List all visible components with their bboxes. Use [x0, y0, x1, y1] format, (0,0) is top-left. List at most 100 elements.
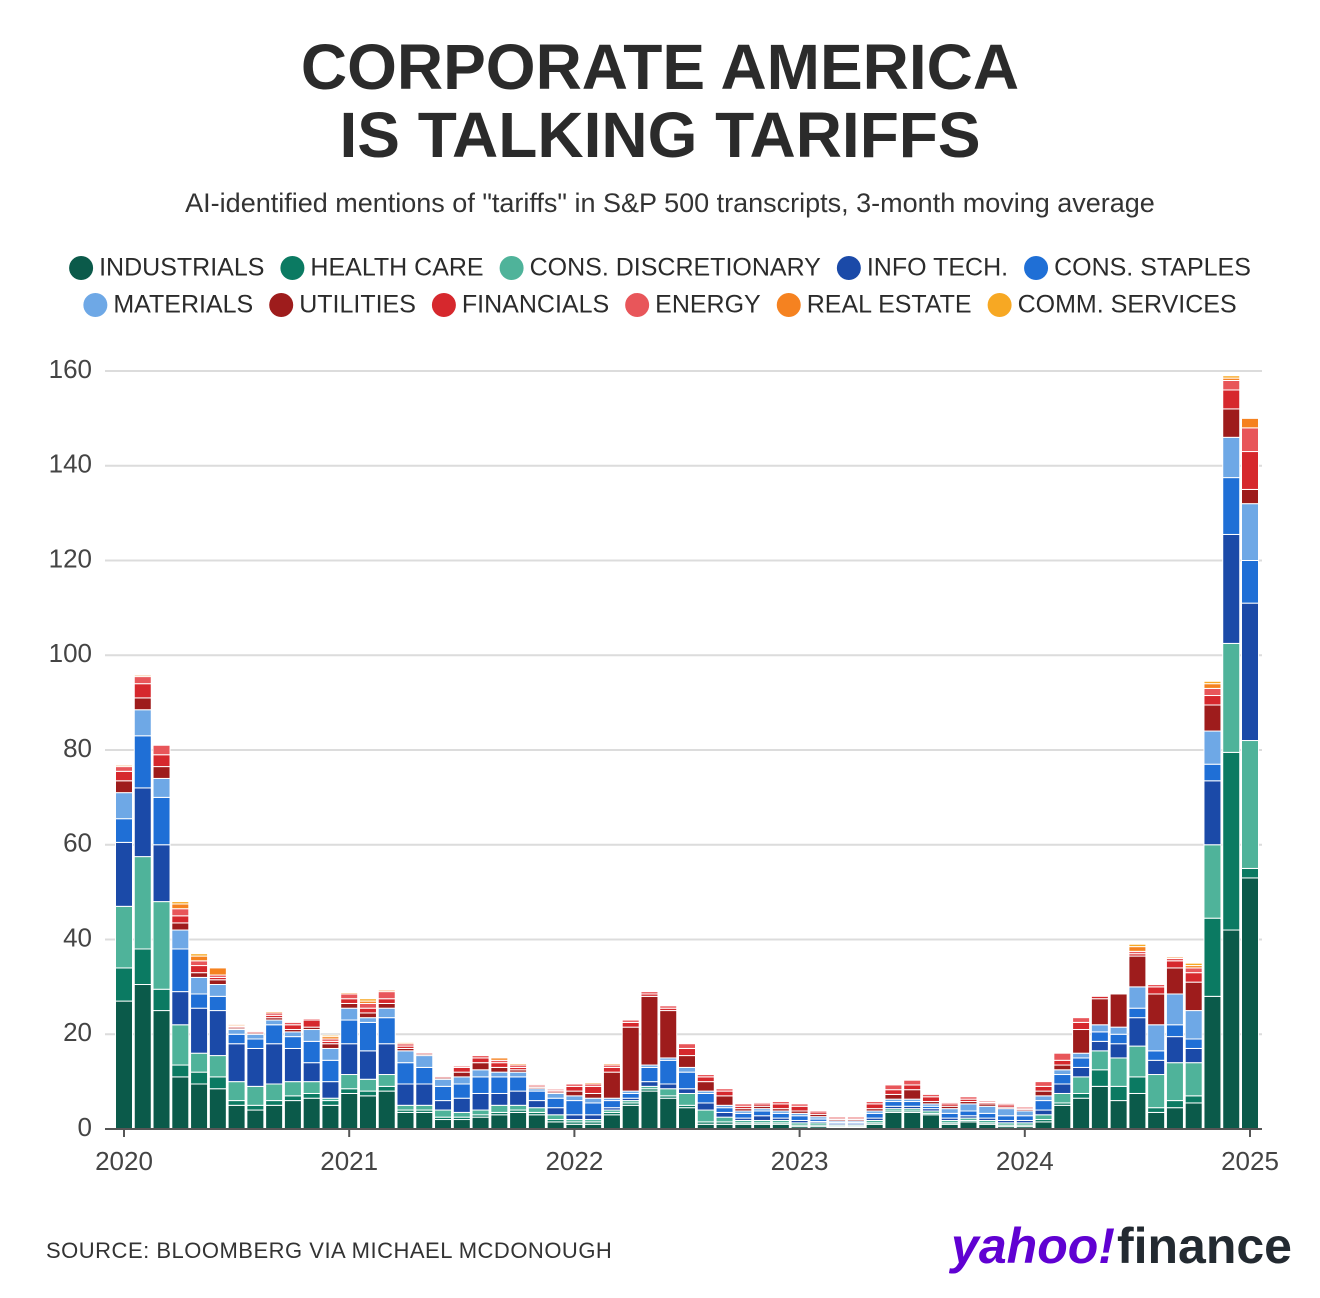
bar-segment: [377, 989, 396, 993]
bar-segment: [452, 1076, 471, 1085]
bar-segment: [678, 1047, 696, 1057]
legend-swatch: [69, 256, 94, 280]
y-tick-label: 160: [49, 354, 92, 384]
bar-segment: [602, 1066, 621, 1073]
legend-swatch: [499, 256, 524, 280]
bar-segment: [1241, 451, 1259, 490]
chart-subtitle: AI-identified mentions of "tariffs" in S…: [185, 188, 1155, 218]
bar-segment: [546, 1107, 565, 1116]
bar-segment: [283, 1081, 302, 1097]
bar-segment: [1241, 602, 1259, 742]
bar-segment: [377, 1007, 396, 1019]
bar-segment: [115, 770, 133, 782]
bar-segment: [283, 1036, 302, 1049]
bar-segment: [302, 1092, 321, 1099]
bar-segment: [753, 1115, 772, 1121]
bar-segment: [659, 1088, 678, 1097]
bar-segment: [340, 993, 359, 1000]
bar-segment: [678, 1107, 696, 1130]
bar-segment: [678, 1055, 696, 1068]
x-tick-label: 2023: [771, 1146, 829, 1176]
bar-segment: [865, 1103, 884, 1110]
bar-segment: [415, 1055, 434, 1068]
bar-segment: [1128, 986, 1147, 1009]
bar-segment: [190, 965, 209, 974]
bar-segment: [152, 766, 171, 779]
chart-title: IS TALKING TARIFFS: [339, 99, 980, 171]
legend-label: MATERIALS: [113, 291, 253, 319]
bar-segment: [171, 1076, 190, 1130]
bar-segment: [115, 780, 133, 794]
bar-segment: [171, 903, 190, 910]
bar-segment: [471, 1076, 490, 1094]
bar-segment: [415, 1066, 434, 1085]
bar-segment: [602, 1100, 621, 1109]
bar-segment: [358, 1017, 377, 1023]
bar-segment: [115, 818, 133, 843]
bar-segment: [302, 1097, 321, 1130]
bar-segment: [283, 1095, 302, 1102]
bar-segment: [358, 998, 377, 1002]
bar-segment: [434, 1109, 453, 1118]
bar-segment: [509, 1090, 528, 1106]
bar-segment: [1090, 1050, 1109, 1071]
bar-segment: [1053, 1059, 1072, 1066]
bar-segment: [1184, 1038, 1203, 1049]
bar-segment: [696, 1081, 715, 1092]
bar-segment: [190, 976, 209, 995]
bar-segment: [1072, 1052, 1091, 1059]
bar-segment: [1203, 704, 1222, 732]
bar-segment: [1090, 1024, 1109, 1033]
bar-segment: [171, 1064, 190, 1078]
bar-segment: [1241, 740, 1259, 869]
legend-label: HEALTH CARE: [310, 254, 483, 282]
bar-segment: [1184, 1010, 1203, 1040]
bar-segment: [546, 1097, 565, 1109]
bar-segment: [1165, 955, 1184, 958]
bar-segment: [1053, 1052, 1072, 1061]
bar-segment: [321, 1104, 340, 1130]
bar-segment: [321, 1081, 340, 1099]
bar-segment: [377, 1043, 396, 1076]
chart-title: CORPORATE AMERICA: [301, 31, 1019, 103]
legend-label: REAL ESTATE: [807, 291, 972, 319]
bar-segment: [903, 1111, 922, 1130]
bar-segment: [659, 1097, 678, 1130]
bar-segment: [509, 1063, 528, 1066]
bar-segment: [640, 995, 659, 1066]
bar-segment: [133, 856, 152, 950]
y-tick-label: 40: [63, 922, 92, 952]
bar-segment: [490, 1076, 509, 1094]
bar-segment: [1128, 1092, 1147, 1130]
bar-segment: [171, 991, 190, 1026]
legend-label: COMM. SERVICES: [1018, 291, 1237, 319]
bar-segment: [527, 1100, 546, 1109]
legend-label: INFO TECH.: [867, 254, 1008, 282]
bar-segment: [434, 1100, 453, 1111]
bar-segment: [1184, 1102, 1203, 1130]
legend-swatch: [987, 293, 1012, 317]
bar-segment: [115, 905, 133, 969]
bar-segment: [208, 1055, 227, 1078]
bar-segment: [1184, 962, 1203, 967]
bar-segment: [1165, 967, 1184, 995]
logo-text: finance: [1117, 1218, 1292, 1274]
bar-segment: [1241, 488, 1259, 505]
bar-segment: [1184, 1047, 1203, 1064]
bar-segment: [1015, 1106, 1034, 1109]
bar-segment: [302, 1081, 321, 1094]
bar-segment: [1203, 695, 1222, 706]
bar-segment: [471, 1092, 490, 1111]
bar-segment: [227, 1081, 246, 1102]
bar-segment: [1184, 967, 1203, 974]
bar-segment: [246, 1047, 265, 1087]
bar-segment: [1053, 1064, 1072, 1071]
bar-segment: [471, 1109, 490, 1116]
bar-segment: [152, 744, 171, 756]
bar-segment: [340, 1092, 359, 1130]
bar-segment: [1222, 477, 1241, 535]
bar-segment: [602, 1071, 621, 1099]
bar-segment: [340, 998, 359, 1004]
bar-segment: [1034, 1121, 1053, 1130]
y-tick-label: 140: [49, 449, 92, 479]
